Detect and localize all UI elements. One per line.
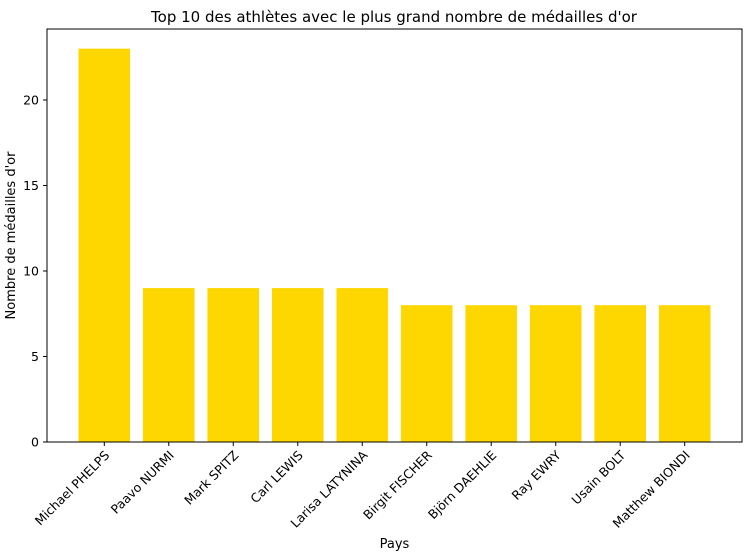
- chart-title: Top 10 des athlètes avec le plus grand n…: [150, 8, 638, 26]
- bar-michael-phelps: [78, 48, 131, 443]
- bar-bj-rn-daehlie: [465, 305, 518, 442]
- y-axis: 0 5 10 15 20: [23, 92, 47, 450]
- y-tick-label: 15: [23, 178, 39, 193]
- bar-usain-bolt: [594, 305, 647, 442]
- y-tick-label: 20: [23, 92, 39, 107]
- y-axis-label: Nombre de médailles d'or: [4, 151, 19, 320]
- y-tick-label: 5: [31, 349, 39, 364]
- bars-group: [78, 48, 711, 443]
- x-tick-label: Björn DAEHLIE: [425, 447, 500, 522]
- bar-larisa-latynina: [336, 288, 389, 442]
- x-tick-label: Michael PHELPS: [32, 447, 113, 528]
- x-tick-label: Ray EWRY: [509, 447, 565, 503]
- x-tick-label: Paavo NURMI: [108, 448, 177, 517]
- plot-frame: [46, 28, 743, 443]
- y-tick-label: 10: [23, 263, 39, 278]
- bar-birgit-fischer: [400, 305, 453, 442]
- x-tick-label: Carl LEWIS: [247, 447, 306, 506]
- bar-ray-ewry: [529, 305, 582, 442]
- x-axis-label: Pays: [380, 537, 410, 552]
- bar-carl-lewis: [271, 288, 324, 442]
- bar-mark-spitz: [207, 288, 260, 442]
- bar-matthew-biondi: [658, 305, 711, 442]
- x-tick-label: Mark SPITZ: [181, 448, 241, 508]
- y-tick-label: 0: [31, 435, 39, 450]
- bar-paavo-nurmi: [142, 288, 195, 442]
- x-tick-label: Usain BOLT: [568, 447, 628, 507]
